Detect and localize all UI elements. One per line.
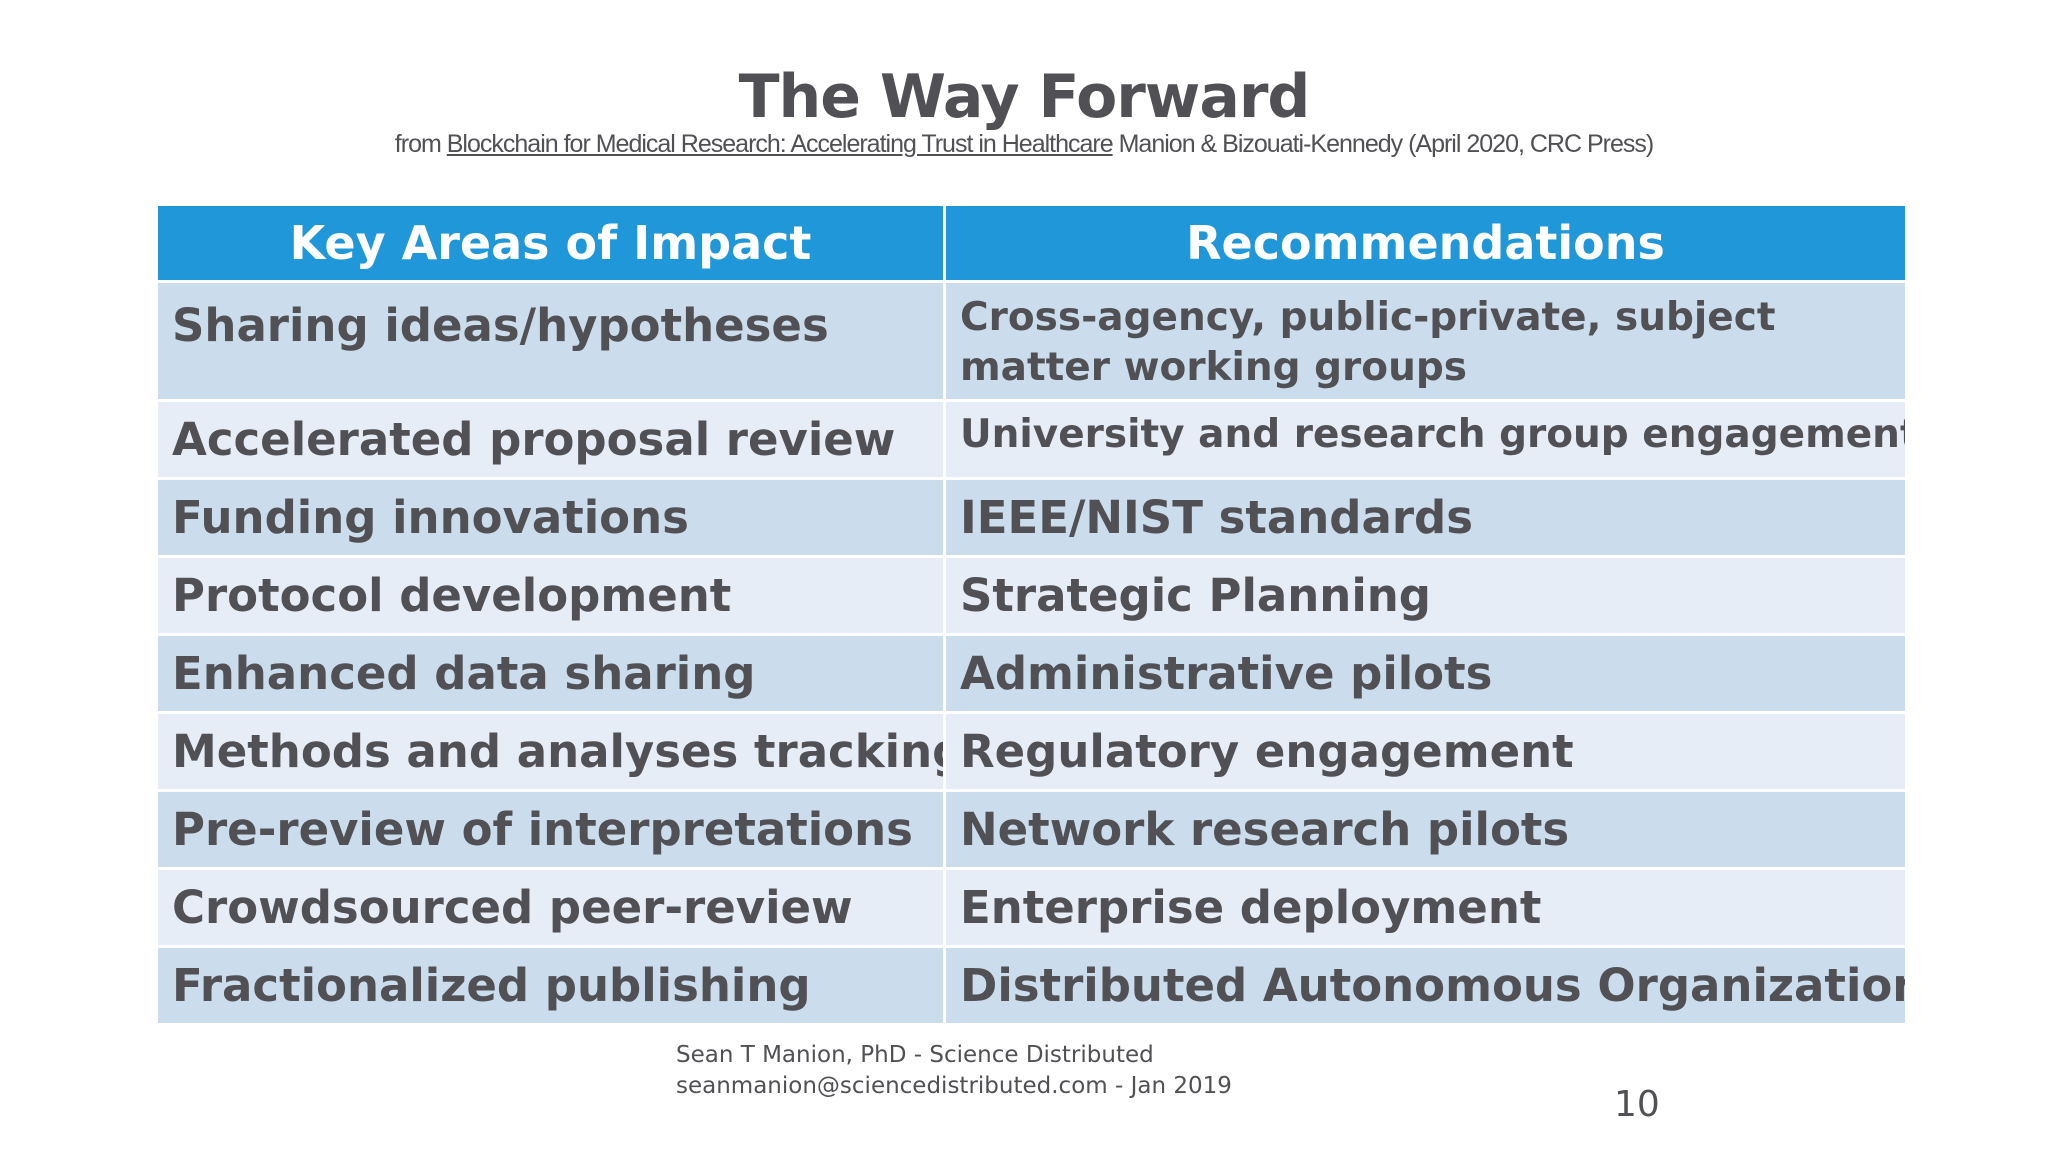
slide-subtitle: from Blockchain for Medical Research: Ac… xyxy=(0,130,2048,159)
table-row: Methods and analyses tracking Regulatory… xyxy=(155,711,1908,792)
impact-area-cell: Methods and analyses tracking xyxy=(155,711,946,792)
table-header-row: Key Areas of Impact Recommendations xyxy=(155,206,1908,283)
table-row: Funding innovations IEEE/NIST standards xyxy=(155,477,1908,558)
recommendation-cell: Enterprise deployment xyxy=(943,867,1908,948)
impact-area-cell: Sharing ideas/hypotheses xyxy=(155,280,946,402)
recommendation-cell: IEEE/NIST standards xyxy=(943,477,1908,558)
impact-table: Key Areas of Impact Recommendations Shar… xyxy=(155,206,1908,1026)
impact-area-cell: Crowdsourced peer-review xyxy=(155,867,946,948)
header-key-areas: Key Areas of Impact xyxy=(155,206,946,283)
slide-footer: Sean T Manion, PhD - Science Distributed… xyxy=(676,1040,1232,1102)
table-row: Protocol development Strategic Planning xyxy=(155,555,1908,636)
impact-area-cell: Enhanced data sharing xyxy=(155,633,946,714)
table-row: Crowdsourced peer-review Enterprise depl… xyxy=(155,867,1908,948)
impact-area-cell: Accelerated proposal review xyxy=(155,399,946,480)
table-row: Enhanced data sharing Administrative pil… xyxy=(155,633,1908,714)
recommendation-cell: Regulatory engagement xyxy=(943,711,1908,792)
footer-contact: seanmanion@sciencedistributed.com - Jan … xyxy=(676,1073,1232,1099)
header-recommendations: Recommendations xyxy=(943,206,1908,283)
impact-area-cell: Fractionalized publishing xyxy=(155,945,946,1026)
impact-area-cell: Funding innovations xyxy=(155,477,946,558)
book-title: Blockchain for Medical Research: Acceler… xyxy=(446,130,1114,158)
impact-area-cell: Pre-review of interpretations xyxy=(155,789,946,870)
recommendation-cell: University and research group engagement xyxy=(943,399,1908,480)
recommendation-cell: Cross-agency, public-private, subject ma… xyxy=(943,280,1908,402)
impact-area-cell: Protocol development xyxy=(155,555,946,636)
recommendation-cell: Distributed Autonomous Organization xyxy=(943,945,1908,1026)
page-number: 10 xyxy=(1614,1084,1660,1125)
recommendation-cell: Administrative pilots xyxy=(943,633,1908,714)
table-row: Pre-review of interpretations Network re… xyxy=(155,789,1908,870)
recommendation-cell: Network research pilots xyxy=(943,789,1908,870)
subtitle-suffix: Manion & Bizouati-Kennedy (April 2020, C… xyxy=(1118,130,1655,158)
table-row: Sharing ideas/hypotheses Cross-agency, p… xyxy=(155,280,1908,402)
subtitle-prefix: from xyxy=(394,130,442,158)
table-row: Accelerated proposal review University a… xyxy=(155,399,1908,480)
table-row: Fractionalized publishing Distributed Au… xyxy=(155,945,1908,1026)
recommendation-cell: Strategic Planning xyxy=(943,555,1908,636)
footer-author: Sean T Manion, PhD - Science Distributed xyxy=(676,1042,1154,1068)
slide-title: The Way Forward xyxy=(738,62,1311,132)
